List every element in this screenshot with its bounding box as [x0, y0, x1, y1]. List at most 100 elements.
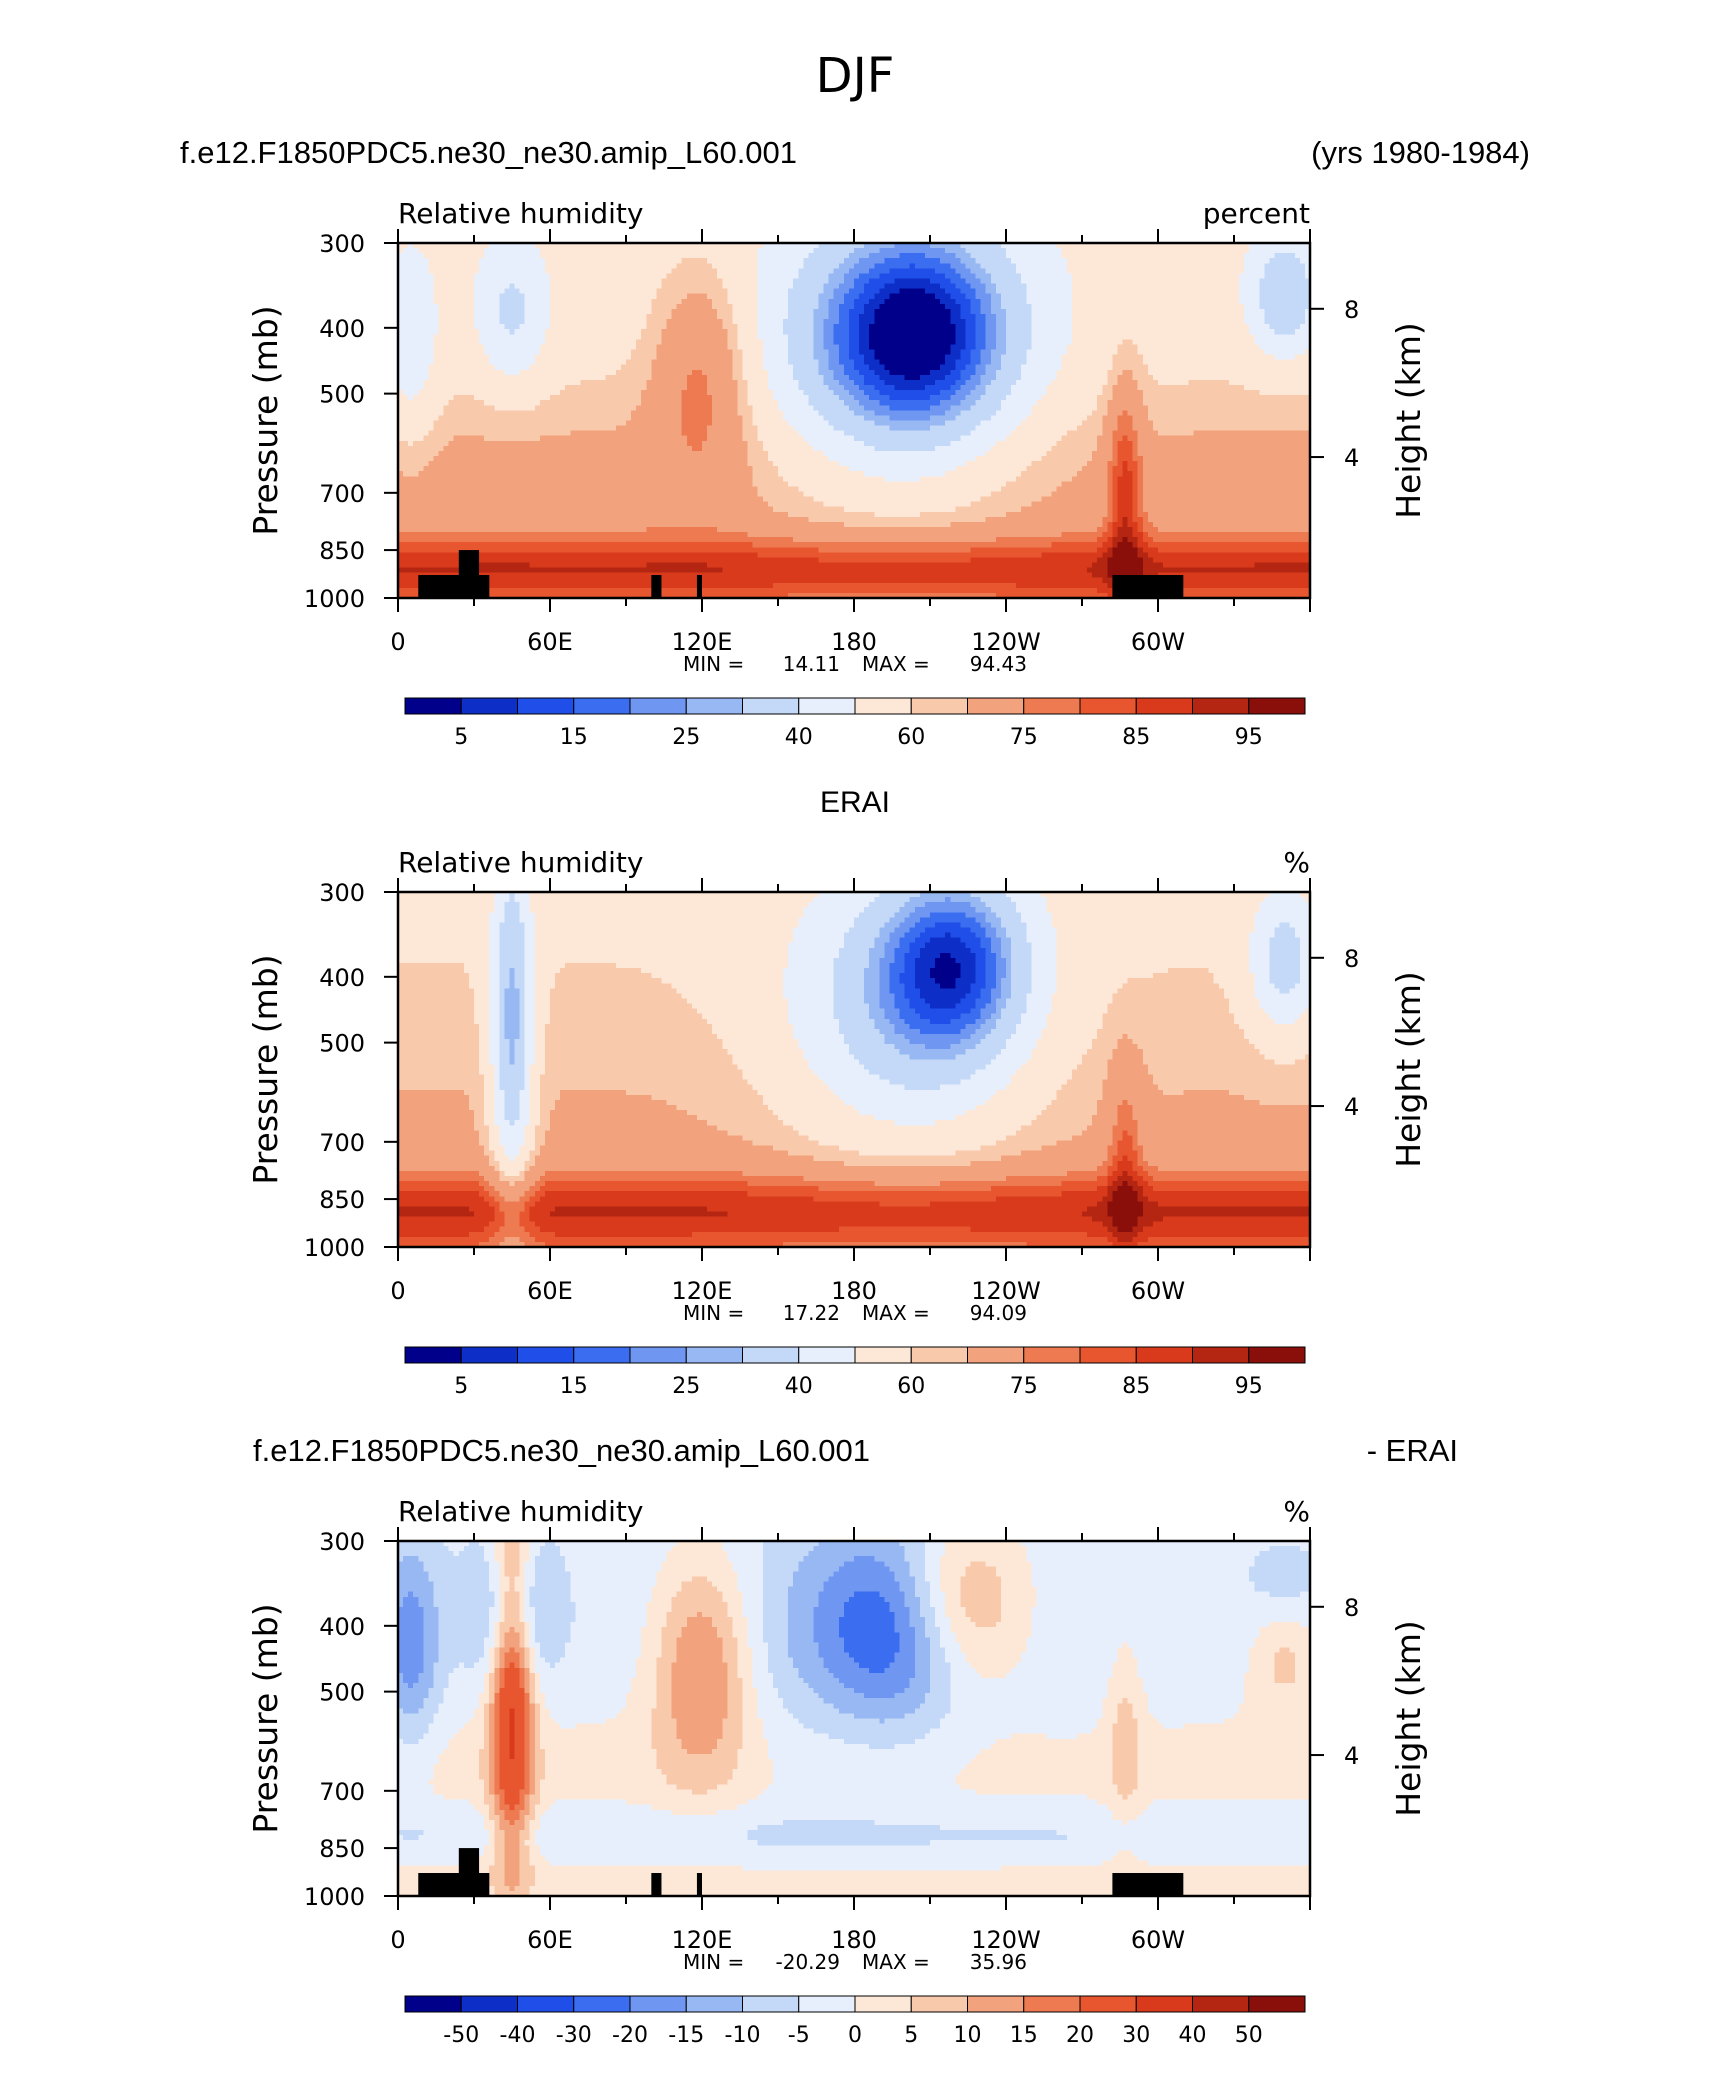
field-cell — [960, 334, 967, 340]
field-cell — [1294, 364, 1301, 371]
field-cell — [1279, 349, 1286, 356]
field-cell — [869, 243, 875, 249]
field-cell — [848, 303, 855, 310]
field-cell — [1234, 354, 1240, 361]
field-cell — [798, 293, 804, 300]
field-cell — [1122, 293, 1129, 300]
field-cell — [970, 324, 977, 330]
field-cell — [651, 344, 657, 351]
field-cell — [1071, 258, 1078, 264]
field-cell — [565, 359, 571, 366]
field-cell — [798, 334, 804, 340]
field-cell — [1142, 334, 1149, 340]
field-cell — [757, 273, 764, 280]
field-cell — [565, 329, 571, 335]
field-cell — [1158, 324, 1164, 330]
field-cell — [453, 273, 460, 280]
field-cell — [504, 324, 511, 330]
field-cell — [894, 248, 901, 254]
field-cell — [1051, 334, 1058, 340]
field-cell — [514, 278, 521, 285]
field-cell — [1158, 329, 1164, 335]
field-cell — [985, 303, 992, 310]
field-cell — [803, 349, 809, 356]
field-cell — [1299, 329, 1306, 335]
field-cell — [463, 308, 470, 315]
field-cell — [823, 324, 830, 330]
field-cell — [529, 303, 536, 310]
field-cell — [919, 293, 926, 300]
field-cell — [413, 273, 419, 280]
field-cell — [626, 258, 632, 264]
field-cell — [1304, 273, 1311, 280]
field-cell — [737, 248, 744, 254]
field-cell — [463, 288, 470, 295]
field-cell — [1158, 369, 1164, 376]
field-cell — [1061, 243, 1068, 249]
field-cell — [717, 278, 723, 285]
field-cell — [590, 324, 597, 330]
field-cell — [1299, 339, 1306, 346]
field-cell — [818, 288, 825, 295]
field-cell — [854, 278, 860, 285]
field-cell — [904, 324, 911, 330]
field-cell — [595, 329, 602, 335]
field-cell — [560, 263, 566, 269]
field-cell — [1107, 268, 1113, 275]
field-cell — [924, 263, 931, 269]
field-cell — [960, 339, 967, 346]
field-cell — [1082, 324, 1088, 330]
field-cell — [722, 293, 728, 300]
field-cell — [696, 278, 703, 285]
field-cell — [1259, 253, 1265, 259]
field-cell — [585, 253, 592, 259]
field-cell — [752, 273, 759, 280]
field-cell — [1173, 293, 1179, 300]
field-cell — [1137, 268, 1144, 275]
field-cell — [646, 344, 652, 351]
field-cell — [818, 334, 825, 340]
field-cell — [818, 243, 825, 249]
field-cell — [504, 278, 511, 285]
field-cell — [1249, 308, 1255, 315]
field-cell — [924, 303, 931, 310]
field-cell — [904, 248, 911, 254]
field-cell — [1274, 308, 1281, 315]
field-cell — [752, 308, 759, 315]
field-cell — [1112, 278, 1119, 285]
field-cell — [458, 374, 465, 381]
field-cell — [656, 374, 663, 381]
field-cell — [686, 329, 693, 335]
field-cell — [433, 349, 440, 356]
field-cell — [1299, 268, 1306, 275]
field-cell — [463, 349, 470, 356]
field-cell — [924, 369, 931, 376]
field-cell — [504, 293, 511, 300]
field-cell — [1254, 253, 1260, 259]
field-cell — [985, 248, 992, 254]
field-cell — [448, 379, 455, 386]
field-cell — [1168, 329, 1174, 335]
field-cell — [676, 354, 683, 361]
field-cell — [717, 319, 723, 325]
field-cell — [590, 314, 597, 320]
field-cell — [843, 298, 850, 305]
field-cell — [1158, 303, 1164, 310]
field-cell — [681, 308, 688, 315]
field-cell — [772, 288, 779, 295]
field-cell — [874, 278, 880, 285]
field-cell — [550, 339, 556, 346]
field-cell — [641, 369, 647, 376]
field-cell — [1137, 344, 1144, 351]
field-cell — [443, 379, 450, 386]
field-cell — [727, 314, 733, 320]
field-cell — [631, 354, 637, 361]
field-cell — [605, 303, 612, 310]
field-cell — [504, 364, 511, 371]
field-cell — [1092, 308, 1098, 315]
field-cell — [1041, 374, 1048, 381]
field-cell — [1026, 369, 1032, 376]
field-cell — [550, 344, 556, 351]
field-cell — [1112, 263, 1119, 269]
field-cell — [691, 374, 698, 381]
